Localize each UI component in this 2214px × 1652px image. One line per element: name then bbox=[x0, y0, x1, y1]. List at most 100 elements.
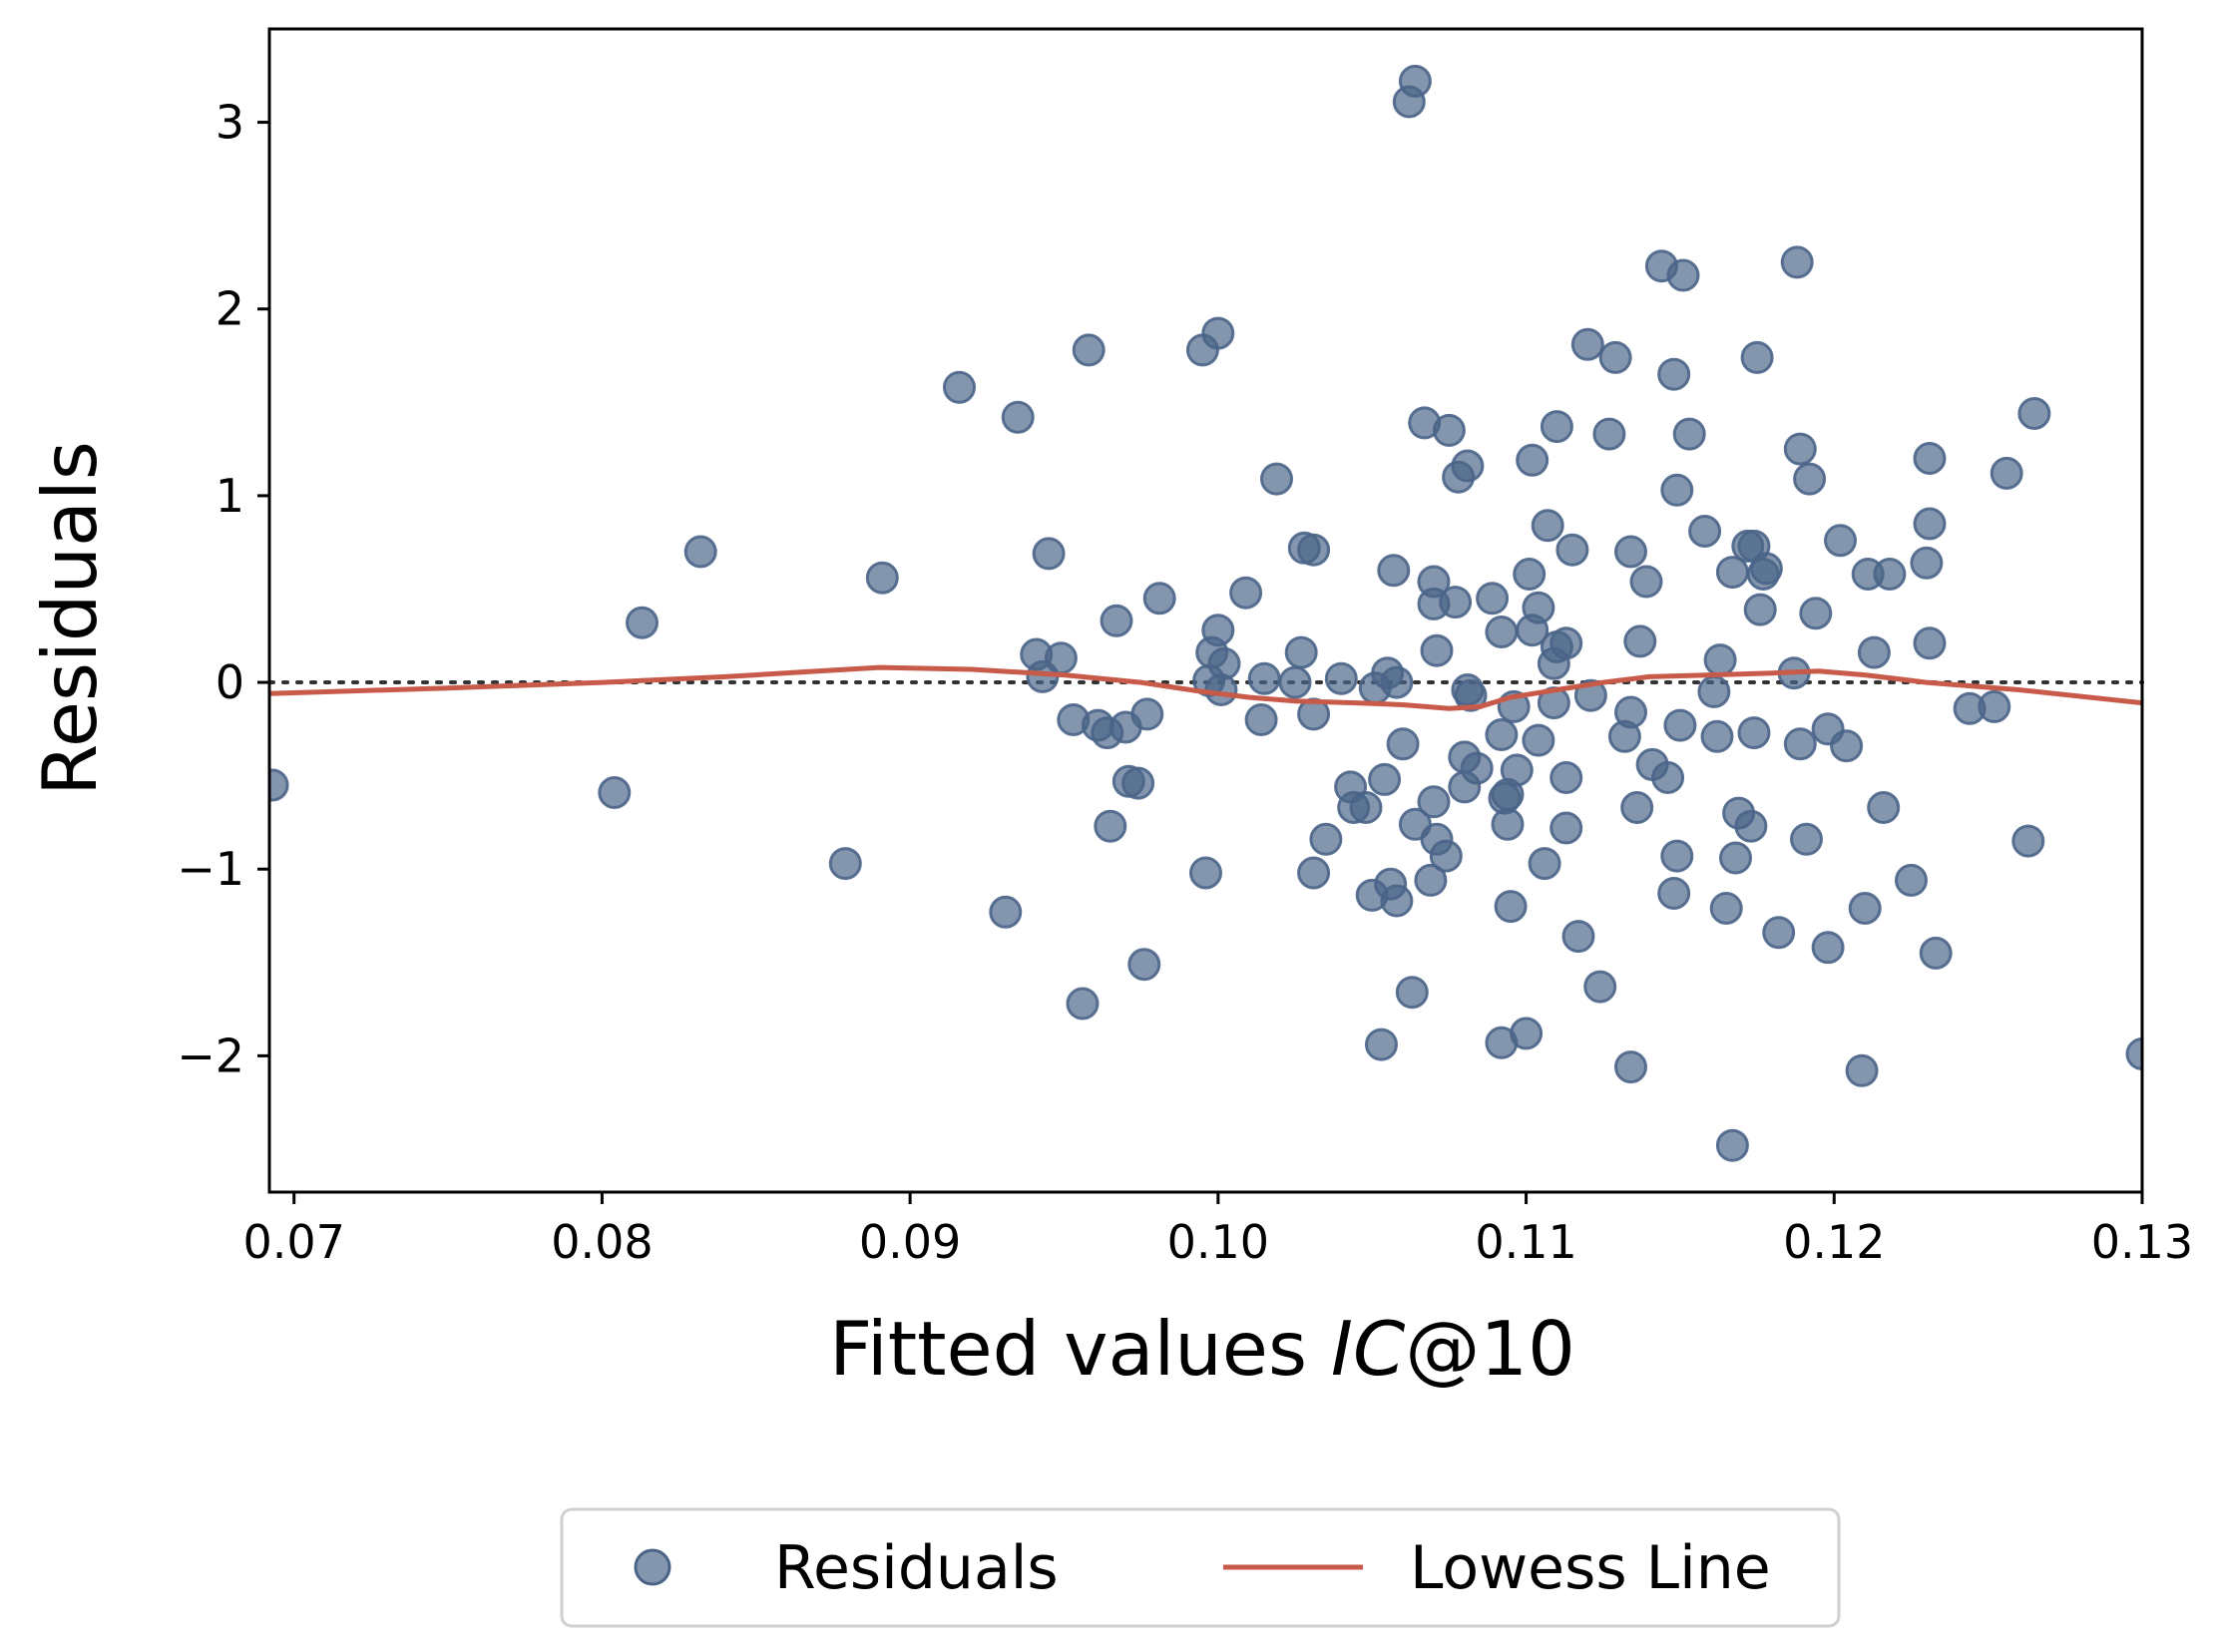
x-axis-ticks: 0.07 0.08 0.09 0.10 0.11 0.12 0.13 bbox=[242, 1192, 2193, 1269]
residual-point bbox=[1790, 822, 1823, 856]
residual-point bbox=[1284, 635, 1318, 669]
residual-point bbox=[1550, 811, 1583, 845]
y-tick-label: −1 bbox=[177, 842, 244, 896]
residual-point bbox=[1657, 877, 1691, 910]
residual-point bbox=[1377, 554, 1411, 588]
residual-point bbox=[2017, 397, 2051, 430]
plot-frame bbox=[267, 27, 2144, 1194]
residual-point bbox=[1913, 442, 1947, 475]
residual-point bbox=[1229, 576, 1263, 610]
residual-point bbox=[1516, 443, 1550, 477]
residual-point bbox=[1830, 729, 1864, 763]
residual-point bbox=[1485, 718, 1519, 751]
residual-point bbox=[1066, 987, 1100, 1021]
residual-point bbox=[1709, 892, 1743, 925]
residual-point bbox=[1919, 936, 1953, 970]
residual-point bbox=[1491, 807, 1525, 841]
residual-point bbox=[1522, 723, 1555, 757]
residual-point bbox=[1528, 847, 1561, 881]
legend: Residuals Lowess Line bbox=[560, 1507, 1841, 1628]
residual-point bbox=[2011, 824, 2045, 858]
residual-point bbox=[1743, 593, 1777, 626]
residual-point bbox=[1783, 432, 1817, 466]
residual-point bbox=[1531, 509, 1564, 543]
residual-point bbox=[683, 535, 717, 569]
residual-point bbox=[1460, 751, 1494, 785]
x-tick-label: 0.09 bbox=[859, 1215, 961, 1269]
residual-point bbox=[1629, 565, 1663, 599]
residual-point bbox=[1651, 761, 1685, 794]
x-tick-label: 0.13 bbox=[2091, 1215, 2193, 1269]
residual-point bbox=[1485, 616, 1519, 648]
residual-point bbox=[1395, 976, 1429, 1010]
residual-point bbox=[1663, 708, 1697, 742]
residual-point bbox=[1550, 626, 1583, 660]
residual-point bbox=[1867, 791, 1901, 824]
residual-point bbox=[598, 776, 632, 809]
residual-point bbox=[1380, 884, 1414, 918]
residual-point bbox=[1297, 856, 1331, 890]
residual-point bbox=[1142, 582, 1176, 616]
y-axis-ticks: −2 −1 0 1 2 3 bbox=[177, 96, 269, 1082]
residual-point bbox=[1324, 661, 1358, 695]
residual-point bbox=[1715, 1128, 1749, 1162]
residual-point bbox=[1990, 456, 2023, 490]
residual-point bbox=[1703, 643, 1737, 677]
residual-point bbox=[1260, 462, 1293, 496]
residual-point bbox=[1001, 400, 1035, 434]
residual-point bbox=[1910, 546, 1944, 580]
residual-point bbox=[1583, 970, 1617, 1004]
residual-point bbox=[1398, 64, 1432, 98]
residual-point bbox=[1740, 340, 1774, 374]
residual-point bbox=[1811, 931, 1845, 965]
residual-point bbox=[1555, 533, 1589, 567]
legend-residuals-marker bbox=[634, 1548, 671, 1586]
residual-point bbox=[1783, 727, 1817, 761]
residual-point bbox=[1660, 839, 1694, 873]
residual-point bbox=[1247, 661, 1281, 695]
x-tick-label: 0.12 bbox=[1783, 1215, 1885, 1269]
legend-frame bbox=[560, 1507, 1841, 1628]
residual-point bbox=[1044, 641, 1078, 675]
residual-point bbox=[1614, 1050, 1647, 1084]
residual-point bbox=[1189, 856, 1222, 890]
residual-point bbox=[1420, 633, 1454, 667]
residual-point bbox=[1550, 761, 1583, 794]
residual-point bbox=[1094, 809, 1127, 843]
x-tick-label: 0.10 bbox=[1167, 1215, 1269, 1269]
residual-point bbox=[1032, 537, 1066, 571]
x-tick-label: 0.07 bbox=[242, 1215, 344, 1269]
residual-point bbox=[1700, 719, 1734, 753]
residual-point bbox=[1417, 565, 1451, 599]
residual-point bbox=[1734, 809, 1768, 843]
residual-point bbox=[1749, 552, 1783, 586]
residual-point bbox=[1873, 558, 1907, 591]
x-tick-label: 0.11 bbox=[1475, 1215, 1576, 1269]
residual-point bbox=[626, 606, 659, 639]
residual-point bbox=[1278, 665, 1312, 699]
residual-point bbox=[1130, 697, 1164, 731]
residual-point bbox=[1913, 626, 1947, 660]
residual-point bbox=[1513, 558, 1547, 591]
residual-point bbox=[1201, 316, 1235, 350]
residual-point bbox=[989, 895, 1023, 929]
residual-point bbox=[1454, 678, 1488, 712]
residual-point bbox=[1439, 586, 1473, 620]
y-tick-label: −2 bbox=[177, 1029, 244, 1082]
residual-point bbox=[1500, 753, 1534, 787]
residual-point bbox=[1510, 1017, 1544, 1050]
residual-point bbox=[1380, 665, 1414, 699]
residual-point bbox=[1244, 703, 1278, 736]
residual-point bbox=[1417, 785, 1451, 819]
legend-lowess-label: Lowess Line bbox=[1410, 1533, 1771, 1603]
y-tick-label: 1 bbox=[216, 469, 244, 523]
residual-point bbox=[1297, 533, 1331, 567]
residual-point bbox=[1848, 892, 1882, 925]
residual-point bbox=[1799, 597, 1833, 630]
residual-point bbox=[1824, 524, 1857, 558]
residual-point bbox=[943, 370, 976, 404]
residual-point bbox=[1451, 449, 1485, 483]
residual-point bbox=[1592, 417, 1626, 451]
residual-point bbox=[1780, 245, 1814, 279]
